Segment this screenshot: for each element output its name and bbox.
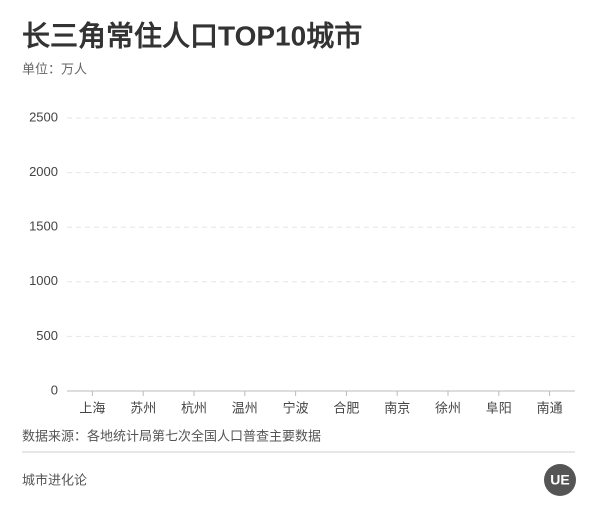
x-tick-label: 合肥 — [333, 400, 359, 415]
y-tick-label: 0 — [51, 382, 58, 397]
x-tick-label: 徐州 — [435, 400, 461, 415]
y-tick-label: 2500 — [29, 109, 58, 124]
footer: 城市进化论 — [22, 472, 87, 487]
x-tick-label: 温州 — [232, 400, 258, 415]
chart-title: 长三角常住人口TOP10城市 — [22, 19, 362, 51]
x-tick-label: 苏州 — [130, 400, 156, 415]
x-tick-label: 上海 — [79, 400, 105, 415]
y-tick-label: 500 — [36, 328, 58, 343]
y-tick-label: 1500 — [29, 219, 58, 234]
x-tick-label: 宁波 — [283, 400, 309, 415]
x-tick-label: 阜阳 — [486, 400, 512, 415]
logo-text: UE — [550, 472, 569, 488]
chart-subtitle: 单位：万人 — [22, 61, 87, 76]
x-tick-label: 南京 — [384, 400, 410, 415]
x-tick-label: 杭州 — [181, 400, 207, 415]
source-note: 数据来源：各地统计局第七次全国人口普查主要数据 — [22, 428, 321, 443]
x-tick-label: 南通 — [537, 400, 563, 415]
y-tick-label: 1000 — [29, 273, 58, 288]
y-tick-label: 2000 — [29, 164, 58, 179]
logo-circle — [544, 464, 576, 496]
